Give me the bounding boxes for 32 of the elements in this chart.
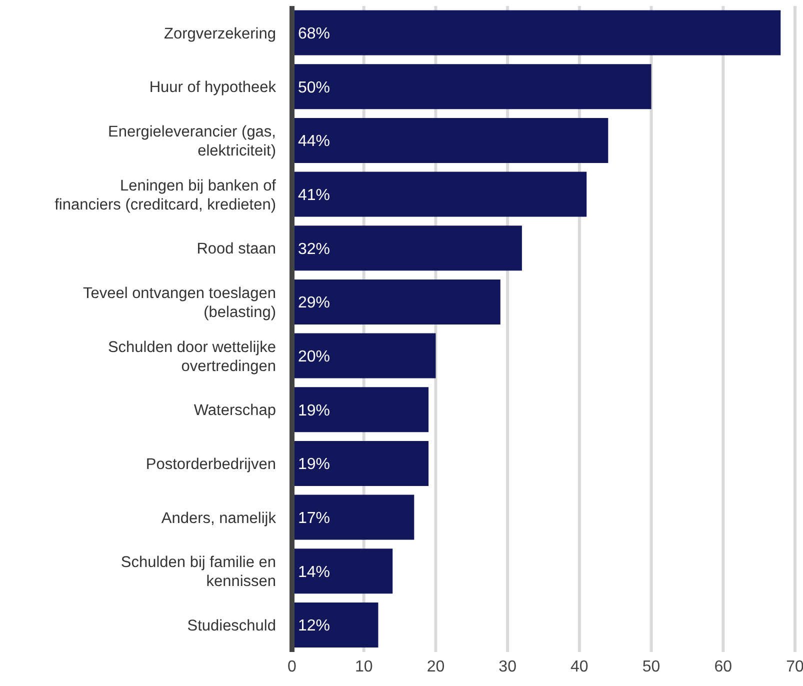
y-tick-label: Schulden bij familie en kennissen (120, 554, 276, 590)
data-label: 32% (298, 240, 330, 258)
x-tick-label: 70 (786, 658, 803, 676)
data-label: 19% (298, 402, 330, 420)
data-label: 19% (298, 456, 330, 474)
data-label: 12% (298, 618, 330, 635)
y-tick-label: Anders, namelijk (161, 510, 276, 527)
y-tick-label: Rood staan (196, 240, 276, 258)
y-tick-label: Energieleverancier (gas, elektriciteit) (108, 124, 276, 160)
data-label: 14% (298, 564, 330, 581)
data-label: 44% (298, 133, 330, 150)
y-tick-label: Studieschuld (187, 618, 276, 635)
data-label: 20% (298, 348, 330, 366)
data-label: 50% (298, 79, 330, 96)
y-tick-label: Postorderbedrijven (146, 456, 276, 474)
x-tick-label: 10 (354, 658, 373, 676)
y-tick-label: Teveel ontvangen toeslagen (belasting) (82, 285, 276, 322)
x-tick-label: 50 (642, 658, 660, 676)
x-tick-label: 20 (426, 658, 445, 676)
data-label: 17% (298, 510, 330, 527)
data-label: 29% (298, 294, 330, 312)
x-tick-label: 40 (570, 658, 588, 676)
data-label: 41% (298, 186, 330, 204)
x-tick-label: 60 (714, 658, 732, 676)
y-tick-label: Leningen bij banken of financiers (creditcard, kredieten) (54, 177, 277, 214)
data-label: 68% (298, 25, 330, 42)
y-tick-label: Schulden door wettelijke overtredingen (108, 338, 276, 375)
x-tick-label: 30 (498, 658, 517, 676)
x-tick-label: 0 (288, 658, 297, 676)
y-tick-label: Waterschap (194, 402, 276, 420)
y-tick-label: Zorgverzekering (164, 25, 276, 42)
y-tick-label: Huur of hypotheek (149, 79, 276, 96)
